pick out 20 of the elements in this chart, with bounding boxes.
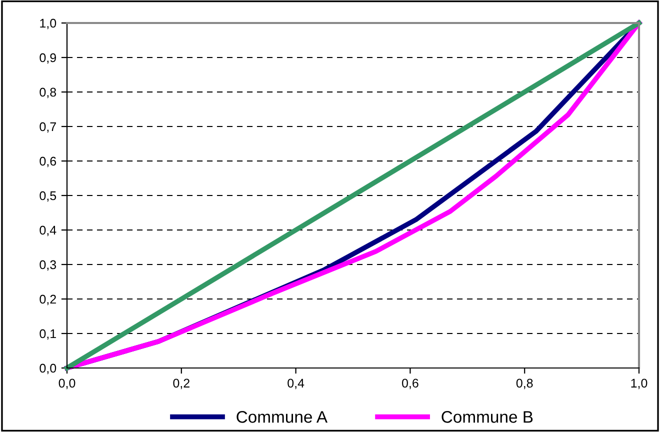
y-tick-label: 0,1 bbox=[40, 329, 56, 340]
y-tick-label: 0,0 bbox=[40, 364, 56, 374]
y-tick-label: 0,5 bbox=[40, 191, 56, 202]
x-tick-label: 1,0 bbox=[631, 378, 648, 390]
x-tick-label: 0,6 bbox=[402, 378, 418, 390]
legend-label: Commune A bbox=[236, 411, 328, 423]
x-tick-label: 0,2 bbox=[173, 378, 190, 390]
y-tick-label: 1,0 bbox=[40, 18, 56, 30]
y-tick-label: 0,2 bbox=[40, 294, 56, 306]
y-tick-label: 0,6 bbox=[40, 156, 56, 168]
y-tick-label: 0,9 bbox=[40, 53, 56, 64]
x-tick-label: 0,0 bbox=[58, 378, 76, 390]
legend-label: Commune B bbox=[442, 411, 533, 423]
y-tick-label: 0,8 bbox=[40, 88, 56, 98]
x-tick-label: 0,4 bbox=[288, 378, 304, 390]
y-tick-label: 0,4 bbox=[40, 226, 56, 236]
y-tick-label: 0,3 bbox=[40, 260, 56, 271]
x-tick-label: 0,8 bbox=[516, 378, 533, 390]
y-tick-label: 0,7 bbox=[40, 122, 56, 133]
line-series bbox=[64, 20, 642, 370]
